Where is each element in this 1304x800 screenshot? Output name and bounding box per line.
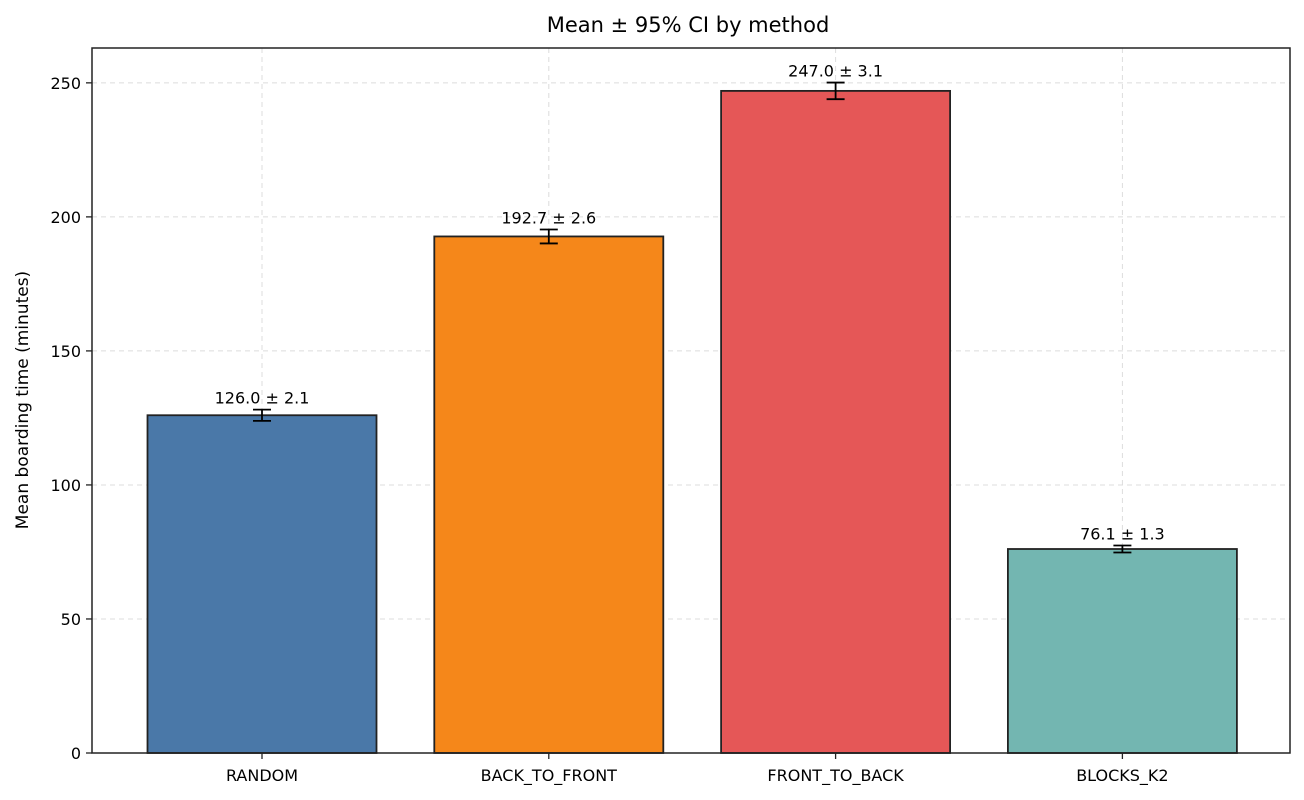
bar-blocks-k2	[1007, 548, 1238, 754]
plot-frame	[91, 47, 1291, 754]
y-tick-label: 200	[50, 208, 81, 227]
y-tick-label: 50	[61, 610, 81, 629]
data-labels-layer: 126.0 ± 2.1 192.7 ± 2.6 247.0 ± 3.1 76.1 ± …	[215, 62, 1165, 544]
x-tick-label: BACK_TO_FRONT	[481, 766, 618, 786]
bar-front-to-back	[720, 89, 951, 754]
x-tick-label: FRONT_TO_BACK	[767, 766, 904, 786]
bar-random	[146, 414, 378, 754]
y-tick-label: 250	[50, 74, 81, 93]
data-label: 247.0 ± 3.1	[788, 62, 883, 81]
data-label: 126.0 ± 2.1	[215, 389, 310, 408]
bars-layer	[146, 89, 1238, 754]
y-axis-title: Mean boarding time (minutes)	[13, 271, 33, 529]
axes-layer: 0 50 100 150 200 250 RANDOM BACK_TO_FRONT FRONT_…	[50, 47, 1291, 786]
chart-title: Mean ± 95% CI by method	[547, 13, 830, 37]
y-tick-label: 0	[71, 744, 81, 763]
bar-back-to-front	[433, 235, 665, 754]
y-tick-label: 150	[50, 342, 81, 361]
data-label: 192.7 ± 2.6	[501, 208, 596, 227]
error-bars-layer	[253, 81, 1132, 554]
x-tick-label: BLOCKS_K2	[1076, 766, 1168, 786]
data-label: 76.1 ± 1.3	[1080, 525, 1165, 544]
x-tick-label: RANDOM	[226, 766, 298, 785]
y-tick-label: 100	[50, 476, 81, 495]
